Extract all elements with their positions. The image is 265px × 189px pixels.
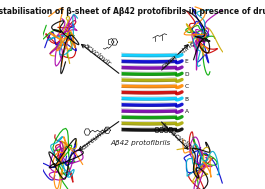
Text: C: C [185,84,189,89]
Text: Aβ42 protofibrils: Aβ42 protofibrils [110,140,171,146]
Text: A: A [185,109,189,114]
Text: tetracycline: tetracycline [160,122,197,154]
Text: E: E [185,59,188,64]
Text: B: B [185,97,189,102]
Text: D: D [185,72,189,77]
Text: carmustine: carmustine [161,40,197,70]
Text: curcumin: curcumin [81,125,111,151]
Text: Destabilisation of β-sheet of Aβ42 protofibrils in presence of drugs: Destabilisation of β-sheet of Aβ42 proto… [0,7,265,16]
Text: acyclovir: acyclovir [83,43,112,67]
